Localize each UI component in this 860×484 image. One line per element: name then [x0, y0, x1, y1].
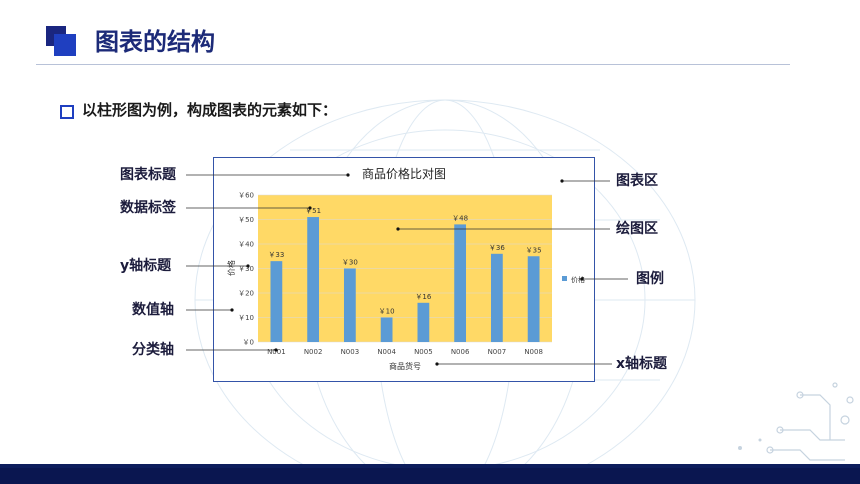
label-chart-area: 图表区	[616, 173, 658, 189]
label-data-label: 数据标签	[120, 200, 176, 216]
y-axis-title: 价格	[226, 260, 236, 276]
bar	[417, 302, 430, 342]
y-tick-label: ￥40	[238, 241, 254, 249]
y-tick-label: ￥20	[238, 290, 254, 298]
y-tick-label: ￥0	[243, 339, 254, 347]
label-chart-title: 图表标题	[120, 167, 176, 183]
data-label: ￥16	[415, 293, 431, 301]
bar	[454, 224, 467, 342]
bar	[527, 256, 540, 342]
bar	[343, 268, 356, 342]
bullet-square-icon	[60, 105, 74, 119]
bar	[270, 261, 283, 342]
label-y-axis-title: y轴标题	[120, 258, 172, 274]
y-tick-label: ￥60	[238, 192, 254, 200]
title-divider	[36, 64, 790, 65]
label-legend: 图例	[636, 271, 664, 287]
data-label: ￥33	[268, 251, 284, 259]
data-label: ￥30	[342, 259, 358, 267]
data-label: ￥35	[526, 246, 542, 254]
x-tick-label: N003	[341, 348, 360, 356]
x-tick-label: N006	[451, 348, 470, 356]
x-axis-title: 商品货号	[389, 361, 421, 371]
data-label: ￥48	[452, 214, 468, 222]
x-tick-label: N007	[488, 348, 507, 356]
label-plot-area: 绘图区	[616, 221, 658, 237]
page-title: 图表的结构	[95, 28, 215, 56]
data-labels: ￥33 ￥51 ￥30 ￥10 ￥16 ￥48 ￥36 ￥35	[268, 207, 541, 315]
x-tick-label: N005	[414, 348, 433, 356]
label-x-axis-title: x轴标题	[616, 356, 668, 372]
x-tick-label: N008	[524, 348, 543, 356]
data-label: ￥36	[489, 244, 505, 252]
x-tick-label: N001	[267, 348, 286, 356]
intro-text: 以柱形图为例，构成图表的元素如下：	[82, 101, 338, 119]
data-label: ￥51	[305, 207, 321, 215]
x-tick-label: N002	[304, 348, 323, 356]
data-label: ￥10	[379, 308, 395, 316]
title-squares-icon	[46, 26, 76, 56]
y-tick-label: ￥30	[238, 265, 254, 273]
y-tick-label: ￥10	[238, 314, 254, 322]
x-tick-label: N004	[377, 348, 396, 356]
bar	[307, 217, 320, 342]
y-tick-label: ￥50	[238, 216, 254, 224]
bar	[380, 317, 393, 342]
category-axis-ticks: N001 N002 N003 N004 N005 N006 N007 N008	[267, 348, 543, 356]
gridlines	[258, 194, 552, 343]
label-value-axis: 数值轴	[132, 302, 174, 318]
bar	[490, 253, 503, 342]
legend-label: 价格	[571, 275, 585, 284]
chart-title: 商品价格比对图	[362, 166, 446, 181]
value-axis-ticks: ￥0 ￥10 ￥20 ￥30 ￥40 ￥50 ￥60	[238, 192, 254, 347]
footer-bar-inner	[0, 468, 860, 484]
legend-swatch	[562, 276, 567, 281]
label-category-axis: 分类轴	[132, 342, 174, 358]
bars	[270, 217, 540, 342]
